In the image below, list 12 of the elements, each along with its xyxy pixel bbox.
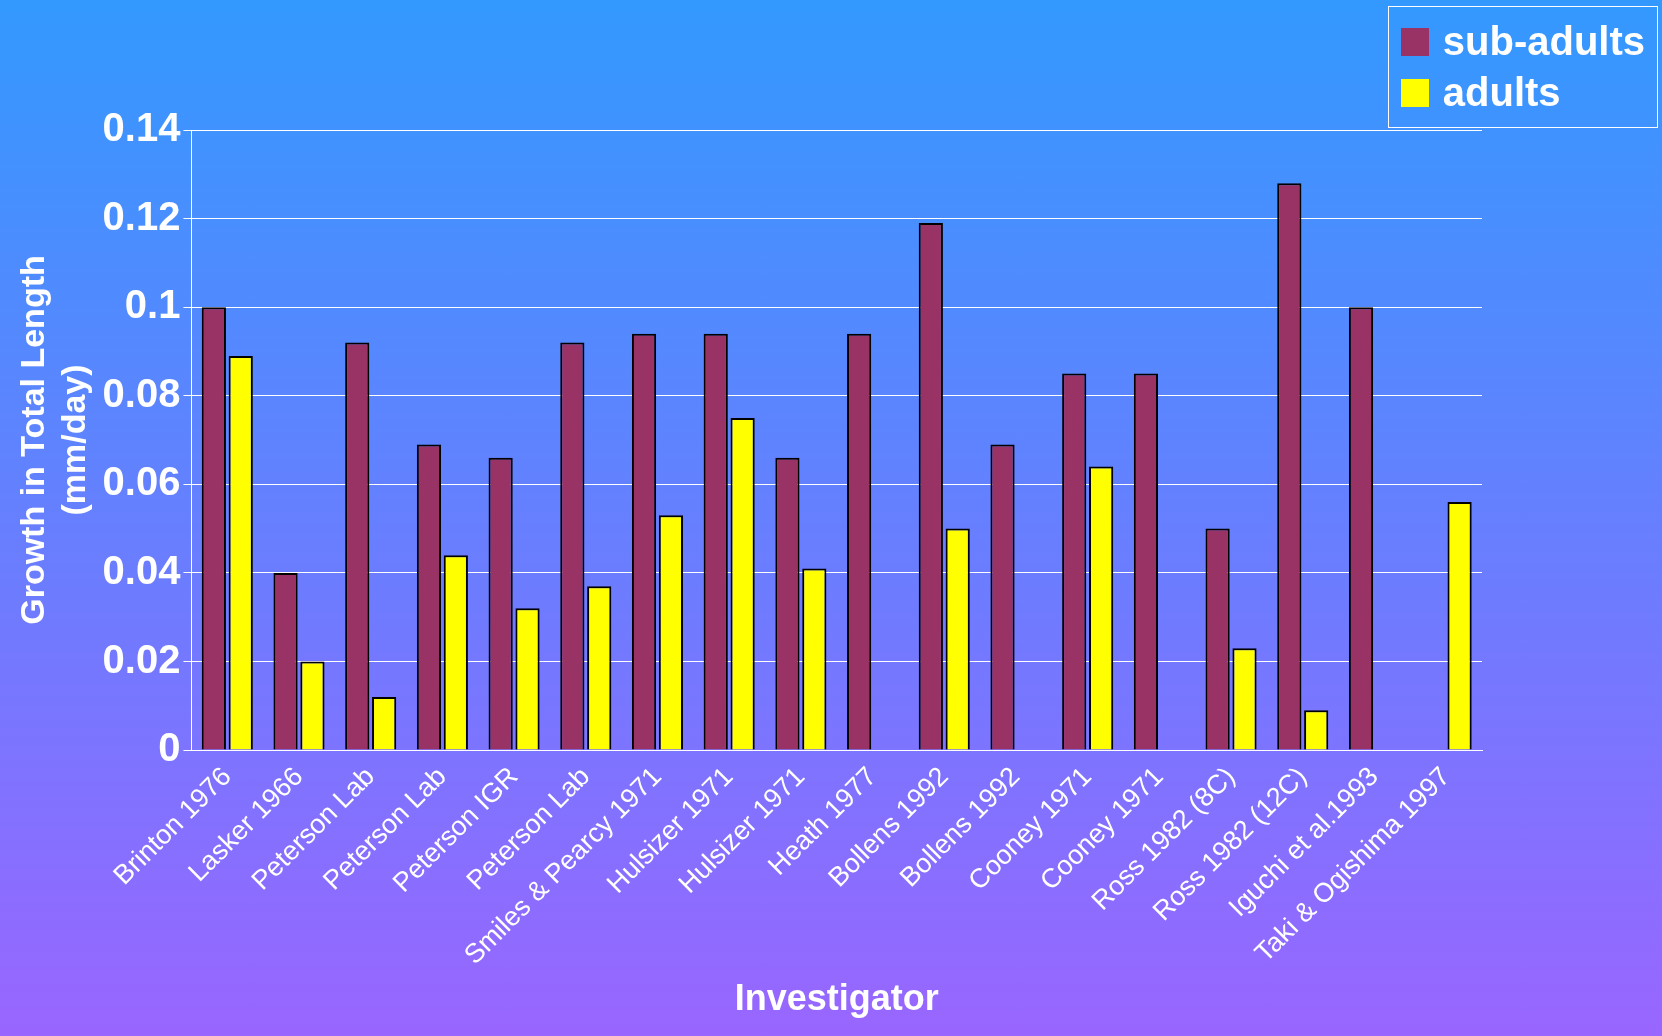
y-axis-title: Growth in Total Length (mm/day): [12, 255, 92, 625]
y-tick-label: 0.1: [124, 282, 181, 327]
y-tick-label: 0.02: [102, 636, 181, 681]
y-tick-label: 0: [158, 725, 181, 770]
y-tick-label: 0.04: [102, 547, 182, 592]
y-tick-label: 0.12: [102, 193, 181, 238]
legend-label: adults: [1442, 70, 1561, 115]
x-axis-title: Investigator: [734, 977, 939, 1019]
y-tick-label: 0.14: [102, 105, 182, 150]
y-tick-label: 0.06: [102, 459, 181, 504]
y-tick-label: 0.08: [102, 370, 181, 415]
legend-label: sub-adults: [1442, 19, 1645, 64]
